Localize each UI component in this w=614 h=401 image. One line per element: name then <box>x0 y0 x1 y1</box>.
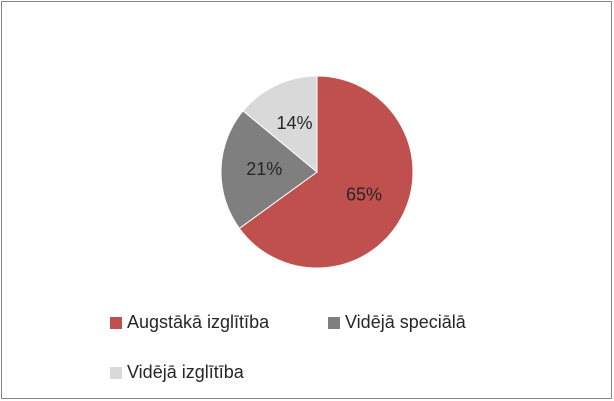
data-label: 14% <box>277 113 313 133</box>
data-label: 65% <box>346 185 382 205</box>
legend-swatch <box>110 367 122 379</box>
pie-slice <box>220 110 318 230</box>
pie-slice <box>238 75 414 269</box>
legend-label: Vidējā speciālā <box>345 312 467 332</box>
legend-label: Vidējā izglītība <box>127 362 245 382</box>
legend-swatch <box>328 317 340 329</box>
pie-slice <box>242 75 318 174</box>
legend-label: Augstākā izglītība <box>127 312 270 332</box>
legend-swatch <box>110 317 122 329</box>
data-label: 21% <box>246 159 282 179</box>
